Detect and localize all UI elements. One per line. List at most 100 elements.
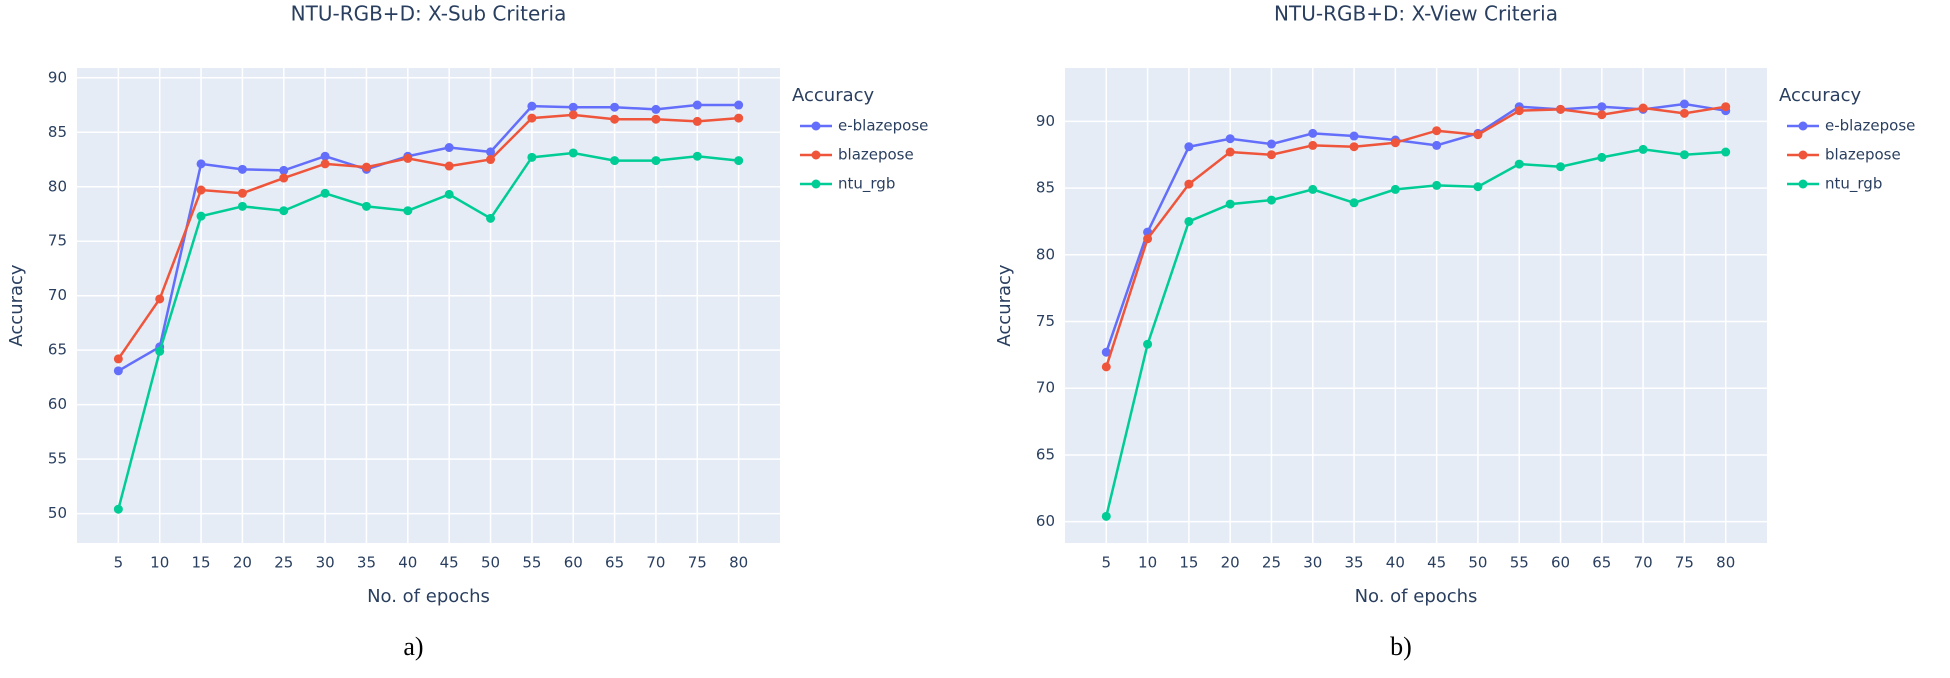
data-point <box>196 185 206 195</box>
data-point <box>444 161 454 171</box>
data-point <box>527 101 537 111</box>
y-tick-label: 60 <box>1036 512 1055 530</box>
data-point <box>1266 195 1276 205</box>
x-tick-label: 45 <box>1427 554 1446 572</box>
data-point <box>196 159 206 169</box>
data-point <box>1266 150 1276 160</box>
data-point <box>1473 130 1483 140</box>
x-tick-label: 5 <box>114 554 124 572</box>
y-tick-label: 85 <box>48 123 67 141</box>
data-point <box>1308 184 1318 194</box>
caption: a) <box>403 632 423 661</box>
y-tick-label: 65 <box>48 341 67 359</box>
chart-title: NTU-RGB+D: X-Sub Criteria <box>291 2 567 26</box>
data-point <box>237 201 247 211</box>
data-point <box>568 102 578 112</box>
data-point <box>527 152 537 162</box>
legend-title: Accuracy <box>1779 85 1862 106</box>
data-point <box>610 102 620 112</box>
y-tick-label: 60 <box>48 395 67 413</box>
data-point <box>1638 103 1648 113</box>
data-point <box>361 162 371 172</box>
x-tick-label: 20 <box>233 554 252 572</box>
x-tick-label: 5 <box>1102 554 1112 572</box>
data-point <box>1143 339 1153 349</box>
data-point <box>1679 150 1689 160</box>
data-point <box>1679 108 1689 118</box>
series-line <box>117 103 739 372</box>
x-axis-title: No. of epochs <box>367 586 490 607</box>
data-point <box>403 206 413 216</box>
legend-label: ntu_rgb <box>838 175 895 194</box>
data-point <box>320 159 330 169</box>
data-point <box>320 188 330 198</box>
x-tick-label: 10 <box>150 554 169 572</box>
data-point <box>651 114 661 124</box>
x-tick-label: 65 <box>1592 554 1611 572</box>
data-point <box>113 504 123 514</box>
y-tick-label: 85 <box>1036 179 1055 197</box>
data-point <box>527 113 537 123</box>
data-point <box>1432 140 1442 150</box>
legend-label: e-blazepose <box>838 117 928 135</box>
x-tick-label: 65 <box>605 554 624 572</box>
x-tick-label: 15 <box>192 554 211 572</box>
y-tick-label: 90 <box>48 68 67 86</box>
x-tick-label: 75 <box>688 554 707 572</box>
plot-area <box>77 68 780 543</box>
y-tick-label: 80 <box>48 177 67 195</box>
data-point <box>1101 362 1111 372</box>
data-point <box>610 156 620 166</box>
data-point <box>651 156 661 166</box>
data-point <box>1638 144 1648 154</box>
x-tick-label: 45 <box>440 554 459 572</box>
data-point <box>692 151 702 161</box>
chart: 50 55 60 65 70 75 80 85 90 5 10 15 20 25 30 35 40 45 50 55 6… <box>6 2 928 661</box>
data-point <box>610 114 620 124</box>
data-point <box>1184 142 1194 152</box>
data-point <box>320 151 330 161</box>
data-point <box>1514 106 1524 116</box>
series-line <box>1105 102 1726 353</box>
x-tick-label: 25 <box>274 554 293 572</box>
x-tick-label: 35 <box>357 554 376 572</box>
data-point <box>1432 180 1442 190</box>
x-tick-label: 50 <box>1468 554 1487 572</box>
y-axis-title: Accuracy <box>6 264 27 347</box>
data-point <box>1556 104 1566 114</box>
data-point <box>1556 162 1566 172</box>
data-point <box>1308 140 1318 150</box>
y-tick-label: 75 <box>1036 312 1055 330</box>
x-tick-label: 25 <box>1262 554 1281 572</box>
data-point <box>568 148 578 158</box>
data-point <box>1225 134 1235 144</box>
data-point <box>403 153 413 163</box>
series-line <box>1105 148 1726 517</box>
plot-area <box>1065 68 1767 543</box>
data-point <box>1514 159 1524 169</box>
series-line <box>1105 105 1726 368</box>
data-point <box>1101 511 1111 521</box>
data-point <box>1597 102 1607 112</box>
data-point <box>1225 199 1235 209</box>
data-point <box>279 165 289 175</box>
x-tick-label: 40 <box>398 554 417 572</box>
data-point <box>692 116 702 126</box>
legend-marker <box>1798 179 1808 189</box>
y-axis-title: Accuracy <box>994 264 1015 347</box>
legend-marker <box>811 179 821 189</box>
x-tick-label: 30 <box>1303 554 1322 572</box>
x-tick-label: 55 <box>522 554 541 572</box>
data-point <box>361 201 371 211</box>
x-tick-label: 35 <box>1345 554 1364 572</box>
data-point <box>279 206 289 216</box>
x-tick-label: 70 <box>1634 554 1653 572</box>
x-tick-label: 80 <box>1716 554 1735 572</box>
data-point <box>1349 142 1359 152</box>
data-point <box>1101 347 1111 357</box>
x-tick-label: 60 <box>1551 554 1570 572</box>
data-point <box>279 173 289 183</box>
x-tick-label: 20 <box>1221 554 1240 572</box>
data-point <box>237 188 247 198</box>
legend-label: ntu_rgb <box>1825 175 1882 194</box>
